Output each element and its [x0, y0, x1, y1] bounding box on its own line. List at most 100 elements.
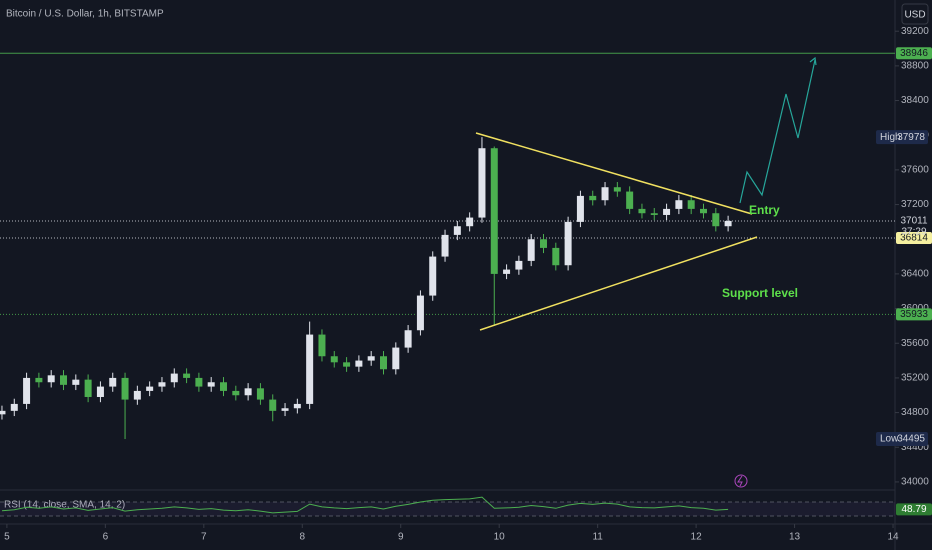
candle-body [355, 360, 363, 367]
y-tick-label: 36400 [901, 269, 929, 280]
candle-body [72, 379, 80, 385]
candle-body [564, 221, 572, 266]
candle-body [589, 195, 597, 201]
candle-body [416, 295, 424, 331]
event-icon[interactable] [734, 474, 748, 488]
candle-body [256, 388, 264, 400]
y-tick-label: 34800 [901, 407, 929, 418]
y-tick-label: 34400 [901, 442, 929, 453]
candle-body [158, 382, 166, 387]
x-tick-label: 12 [691, 532, 703, 543]
candle-body [232, 390, 240, 396]
candle-body [601, 187, 609, 201]
candle-body [330, 356, 338, 363]
candle-body [96, 386, 104, 397]
rsi-line [1, 496, 729, 514]
arrow-head [809, 56, 817, 66]
candle-body [687, 200, 695, 209]
rsi-badge [896, 503, 932, 516]
countdown: 37:29 [901, 227, 926, 238]
candle-body [466, 217, 474, 227]
x-tick-label: 10 [494, 532, 506, 543]
extreme-value: 34495 [897, 434, 925, 445]
candle-body [23, 377, 31, 404]
candle-body [503, 269, 511, 274]
extreme-badge [876, 130, 928, 145]
extreme-label: High [880, 132, 901, 143]
price-badge-label: 37011 [900, 216, 928, 227]
annotation: Entry [749, 203, 780, 217]
x-tick-label: 5 [4, 532, 10, 543]
candle-body [60, 375, 68, 385]
candle-body [35, 377, 43, 383]
candle-body [638, 208, 646, 214]
candle-body [490, 148, 498, 274]
candle-body [724, 220, 732, 227]
y-tick-label: 37200 [901, 199, 929, 210]
candle-body [539, 239, 547, 248]
price-badge-label: 35933 [900, 309, 928, 320]
candle-body [380, 356, 388, 370]
annotation: Support level [722, 286, 798, 300]
x-tick-label: 9 [398, 532, 404, 543]
candle-body [183, 373, 191, 378]
y-tick-label: 37600 [901, 165, 929, 176]
projection-path [739, 59, 816, 204]
candle-body [441, 234, 449, 257]
currency-button[interactable] [901, 3, 929, 25]
price-badge [896, 47, 932, 60]
candle-body [515, 260, 523, 270]
price-badge [896, 232, 932, 245]
trend-line [475, 132, 753, 215]
candle-body [404, 330, 412, 348]
currency-label: USD [904, 10, 925, 21]
y-tick-label: 38400 [901, 95, 929, 106]
y-tick-label: 35200 [901, 373, 929, 384]
x-tick-label: 11 [592, 532, 603, 543]
candle-body [675, 200, 683, 209]
candle-body [367, 356, 375, 361]
trend-line [479, 236, 758, 331]
x-tick-label: 13 [789, 532, 801, 543]
price-badge [896, 308, 932, 321]
y-tick-label: 38800 [901, 61, 929, 72]
extreme-badge [876, 432, 928, 447]
y-tick-label: 34000 [901, 477, 929, 488]
candle-body [343, 362, 351, 367]
candle-body [527, 239, 535, 261]
candle-body [293, 403, 301, 409]
x-tick-label: 14 [887, 532, 899, 543]
candle-body [170, 373, 178, 383]
candle-body [699, 208, 707, 214]
y-tick-label: 39200 [901, 26, 929, 37]
candle-body [133, 390, 141, 400]
candle-body [281, 408, 289, 411]
candle-body [84, 379, 92, 397]
rsi-band [0, 502, 895, 516]
candle-body [207, 382, 215, 387]
candle-body [244, 388, 252, 396]
candle-body [663, 208, 671, 215]
candle-body [576, 195, 584, 222]
x-tick-label: 8 [299, 532, 305, 543]
candle-body [0, 410, 6, 415]
candle-body [121, 377, 129, 400]
price-badge-label: 36814 [900, 233, 928, 244]
candle-body [306, 334, 314, 404]
candle-body [712, 213, 720, 227]
candle-body [318, 334, 326, 357]
candle-body [146, 386, 154, 391]
candle-body [429, 256, 437, 296]
price-badge-label: 38946 [900, 48, 928, 59]
candle-body [109, 377, 117, 387]
candle-body [478, 148, 486, 218]
candle-body [392, 347, 400, 370]
candle-body [626, 191, 634, 209]
candle-body [47, 375, 55, 383]
x-tick-label: 7 [201, 532, 207, 543]
extreme-label: Low [880, 434, 899, 445]
extreme-value: 37978 [897, 132, 925, 143]
